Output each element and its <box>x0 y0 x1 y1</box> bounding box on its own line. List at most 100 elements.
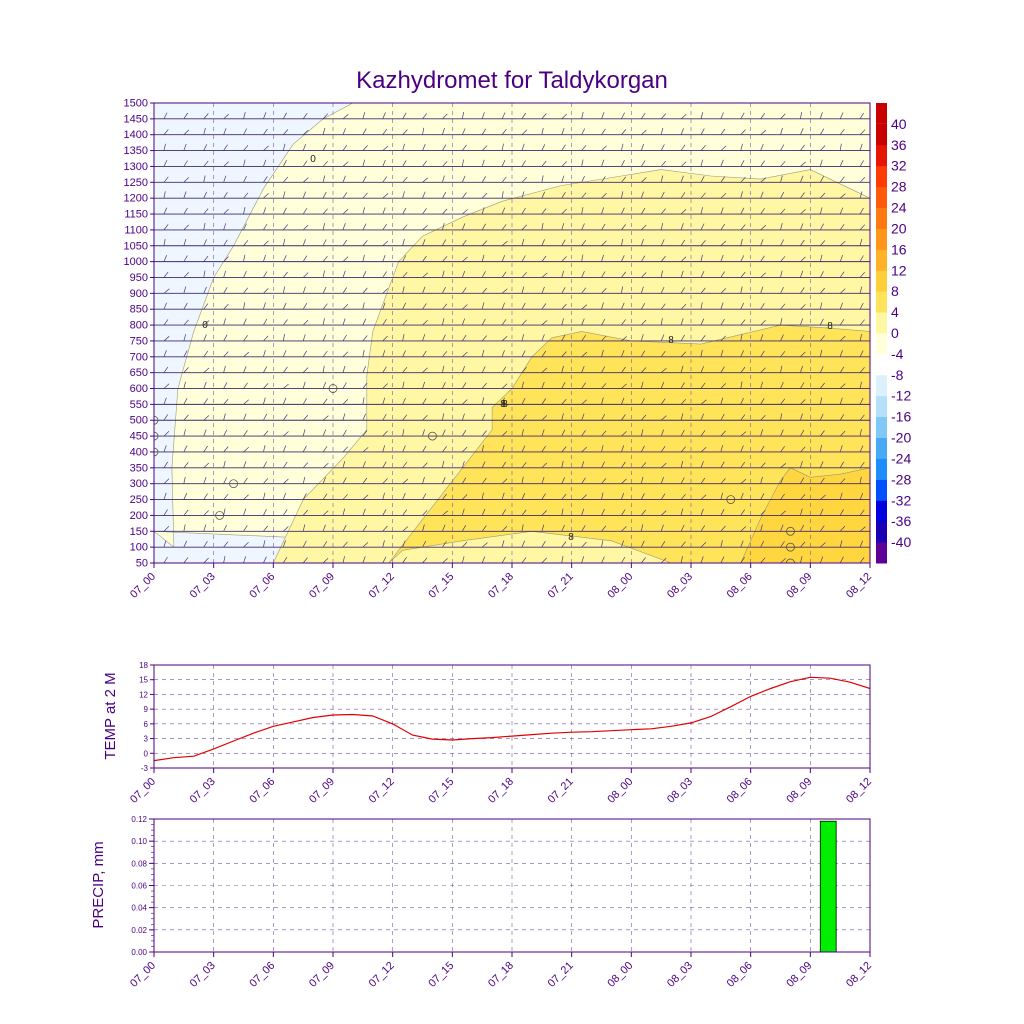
wind-barb <box>780 541 785 548</box>
wind-barb <box>342 256 349 262</box>
wind-barb <box>263 492 266 500</box>
wind-barb <box>680 524 685 532</box>
wind-barb <box>860 103 861 104</box>
wind-barb <box>740 255 745 262</box>
wind-barb <box>461 192 467 199</box>
wind-barb <box>660 223 664 230</box>
colorbar-labels: 4036322824201612840-4-8-12-16-20-24-28-3… <box>891 116 911 550</box>
wind-barb <box>263 349 266 357</box>
wind-barb <box>561 223 565 231</box>
colorbar-label: -40 <box>891 534 911 550</box>
wind-barb <box>680 446 686 453</box>
wind-barb <box>481 542 488 548</box>
wind-barb <box>302 509 308 516</box>
wind-barb <box>382 128 388 135</box>
wind-barb <box>640 493 645 500</box>
wind-barb <box>282 112 287 120</box>
wind-barb <box>561 556 564 563</box>
wind-barb <box>800 175 804 183</box>
wind-barb <box>382 112 386 120</box>
time-tick-label: 07_12 <box>367 960 397 990</box>
level-tick-label: 1400 <box>124 129 148 141</box>
wind-barb <box>800 209 806 215</box>
wind-barb <box>859 429 862 437</box>
wind-barb <box>422 462 428 469</box>
wind-barb <box>800 318 804 326</box>
wind-barb <box>800 304 806 310</box>
wind-barb <box>601 508 605 516</box>
wind-barb <box>561 524 565 532</box>
wind-barb <box>740 366 746 373</box>
level-tick-label: 1300 <box>124 161 148 173</box>
level-tick-label: 400 <box>130 446 148 458</box>
wind-barb <box>621 319 626 326</box>
wind-barb <box>760 224 767 231</box>
colorbar-label: 24 <box>891 200 907 216</box>
wind-barb <box>461 111 465 119</box>
wind-barb <box>462 446 468 453</box>
wind-barb <box>362 397 365 405</box>
wind-barb <box>263 159 267 167</box>
wind-barb <box>641 103 642 104</box>
wind-barb <box>859 367 865 373</box>
wind-barb <box>760 476 763 484</box>
wind-barb <box>621 336 627 342</box>
wind-barb <box>740 350 744 357</box>
wind-barb <box>183 381 186 389</box>
wind-barb <box>183 302 188 310</box>
time-tick-label: 07_21 <box>546 571 576 601</box>
wind-barb <box>263 397 266 405</box>
wind-barb <box>700 175 705 183</box>
wind-barb <box>859 112 864 120</box>
wind-barb <box>621 176 627 183</box>
wind-barb <box>243 525 248 532</box>
wind-barb <box>481 128 487 135</box>
wind-barb <box>561 103 563 104</box>
wind-barb <box>362 223 367 231</box>
wind-barb <box>561 256 567 262</box>
wind-barb <box>561 303 567 310</box>
wind-barb <box>163 509 168 516</box>
wind-barb <box>700 318 705 326</box>
wind-barb <box>839 525 846 532</box>
wind-barb <box>442 103 443 104</box>
wind-barb <box>641 509 646 516</box>
wind-barb <box>780 510 786 516</box>
wind-barb <box>322 381 327 389</box>
wind-barb <box>442 460 445 468</box>
wind-barb <box>800 460 803 468</box>
wind-barb <box>760 272 766 278</box>
wind-barb <box>223 303 229 310</box>
wind-barb <box>501 492 505 500</box>
wind-barb <box>481 445 484 453</box>
wind-barb <box>362 302 365 310</box>
wind-barb <box>362 287 368 294</box>
wind-barb <box>163 271 169 278</box>
wind-barb <box>203 303 209 310</box>
wind-barb <box>243 366 247 373</box>
wind-barb <box>780 208 786 215</box>
wind-barb <box>283 129 289 135</box>
wind-barb <box>402 302 407 310</box>
wind-barb <box>541 462 548 469</box>
wind-barb <box>601 492 604 500</box>
wind-barb <box>760 177 767 183</box>
wind-barb <box>780 286 784 294</box>
level-tick-label: 50 <box>136 558 148 570</box>
colorbar-box <box>876 312 887 334</box>
wind-barb <box>183 493 188 500</box>
wind-barb <box>839 540 843 548</box>
wind-barb <box>183 103 185 104</box>
wind-barb <box>282 556 288 563</box>
wind-barb <box>621 383 627 389</box>
wind-barb <box>322 541 328 548</box>
wind-barb <box>541 286 545 294</box>
time-tick-label: 07_03 <box>188 776 218 806</box>
wind-barb <box>760 557 766 563</box>
wind-barb <box>422 160 427 167</box>
wind-barb <box>282 207 287 215</box>
wind-barb <box>521 191 525 199</box>
wind-barb <box>839 509 844 516</box>
wind-barb <box>700 128 705 135</box>
wind-barb <box>263 556 267 563</box>
